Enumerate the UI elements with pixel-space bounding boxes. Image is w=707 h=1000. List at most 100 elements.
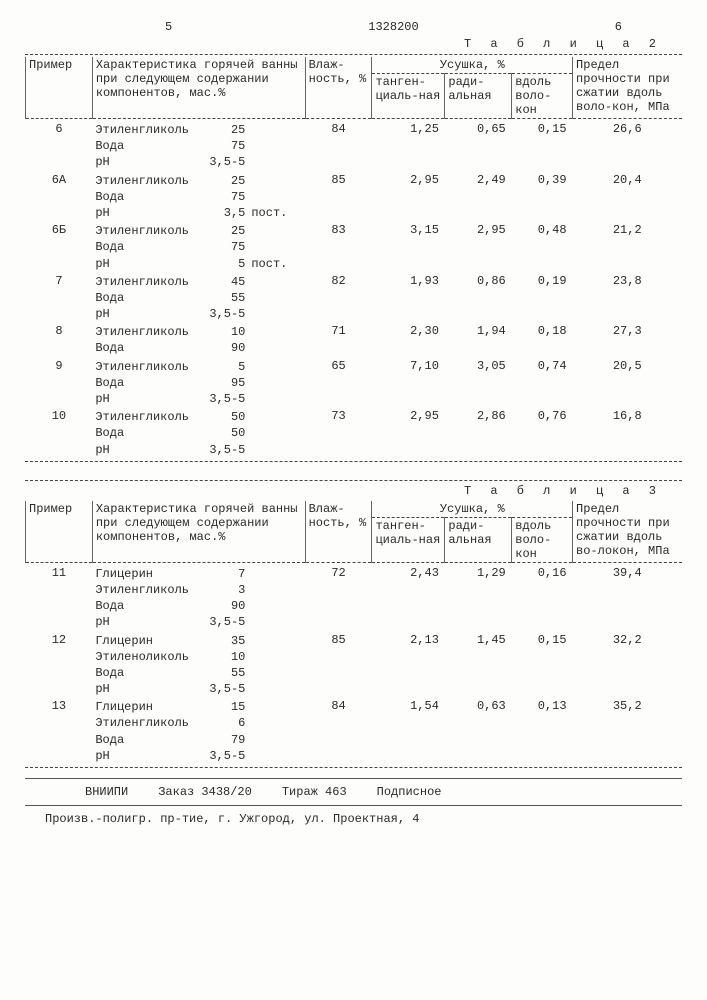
cell-strength: 35,2 — [573, 698, 682, 765]
component-note — [245, 189, 251, 205]
cell-composition: Этиленгликоль 25 Вода 75 pH 3,5-5 — [92, 121, 305, 172]
component-note — [245, 290, 251, 306]
composition-row: Этиленгликоль 5 — [95, 359, 302, 375]
divider — [25, 767, 682, 768]
component-note — [245, 391, 251, 407]
table-row: 6А Этиленгликоль 25 Вода 75 pH 3,5 пост.… — [26, 172, 683, 223]
component-value: 10 — [190, 324, 245, 340]
composition-row: Этиленоликоль 10 — [95, 649, 302, 665]
cell-u-along: 0,15 — [512, 121, 573, 172]
component-name: Вода — [95, 665, 190, 681]
page-col-left: 5 — [165, 20, 172, 34]
component-value: 45 — [190, 274, 245, 290]
cell-strength: 32,2 — [573, 632, 682, 699]
col-example: Пример — [26, 501, 93, 563]
component-value: 3,5-5 — [190, 154, 245, 170]
component-note — [245, 665, 251, 681]
component-value: 25 — [190, 223, 245, 239]
component-name: Вода — [95, 732, 190, 748]
component-value: 7 — [190, 566, 245, 582]
composition-row: Глицерин 15 — [95, 699, 302, 715]
component-name: Этиленгликоль — [95, 274, 190, 290]
component-note — [245, 582, 251, 598]
cell-u-along: 0,18 — [512, 323, 573, 357]
component-value: 90 — [190, 598, 245, 614]
cell-u-tangential: 2,43 — [372, 565, 445, 632]
composition-row: pH 3,5-5 — [95, 614, 302, 630]
composition-row: pH 3,5-5 — [95, 154, 302, 170]
cell-u-along: 0,15 — [512, 632, 573, 699]
component-name: Этиленгликоль — [95, 173, 190, 189]
cell-composition: Этиленгликоль 10 Вода 90 — [92, 323, 305, 357]
cell-example: 6Б — [26, 222, 93, 273]
cell-u-radial: 0,86 — [445, 273, 512, 324]
composition-row: pH 3,5-5 — [95, 681, 302, 697]
composition-row: Этиленгликоль 25 — [95, 223, 302, 239]
composition-row: Этиленгликоль 45 — [95, 274, 302, 290]
cell-u-radial: 3,05 — [445, 358, 512, 409]
component-name: pH — [95, 748, 190, 764]
cell-u-along: 0,13 — [512, 698, 573, 765]
component-name: Глицерин — [95, 566, 190, 582]
cell-u-radial: 1,29 — [445, 565, 512, 632]
col-shrinkage: Усушка, % — [372, 57, 573, 74]
cell-u-tangential: 1,93 — [372, 273, 445, 324]
component-name: Этиленгликоль — [95, 223, 190, 239]
col-characteristic: Характеристика горячей ванны при следующ… — [92, 57, 305, 119]
table-row: 11 Глицерин 7 Этиленгликоль 3 Вода 90 pH… — [26, 565, 683, 632]
component-value: 5 — [190, 359, 245, 375]
cell-example: 12 — [26, 632, 93, 699]
component-value: 79 — [190, 732, 245, 748]
component-note — [245, 375, 251, 391]
divider — [25, 480, 682, 481]
component-name: Глицерин — [95, 699, 190, 715]
component-value: 3,5-5 — [190, 681, 245, 697]
component-value: 75 — [190, 239, 245, 255]
col-tangential: танген-циаль-ная — [372, 74, 445, 119]
cell-example: 9 — [26, 358, 93, 409]
cell-composition: Этиленгликоль 25 Вода 75 pH 3,5 пост. — [92, 172, 305, 223]
component-name: Этиленгликоль — [95, 409, 190, 425]
component-value: 3,5-5 — [190, 391, 245, 407]
composition-row: pH 3,5-5 — [95, 748, 302, 764]
cell-composition: Этиленгликоль 45 Вода 55 pH 3,5-5 — [92, 273, 305, 324]
col-radial: ради-альная — [445, 517, 512, 562]
cell-u-along: 0,16 — [512, 565, 573, 632]
component-note — [245, 340, 251, 356]
component-name: Глицерин — [95, 633, 190, 649]
component-note — [245, 566, 251, 582]
composition-row: Глицерин 7 — [95, 566, 302, 582]
composition-row: Вода 75 — [95, 239, 302, 255]
composition-block: Этиленгликоль 25 Вода 75 pH 3,5 пост. — [95, 173, 302, 222]
composition-row: Этиленгликоль 25 — [95, 173, 302, 189]
col-strength: Предел прочности при сжатии вдоль во-лок… — [573, 501, 682, 563]
component-note — [245, 681, 251, 697]
component-value: 6 — [190, 715, 245, 731]
component-note — [245, 359, 251, 375]
cell-moisture: 72 — [305, 565, 372, 632]
footer-org: ВНИИПИ — [85, 785, 128, 799]
component-note — [245, 239, 251, 255]
component-value: 10 — [190, 649, 245, 665]
component-value: 55 — [190, 290, 245, 306]
divider — [25, 54, 682, 55]
col-shrinkage: Усушка, % — [372, 501, 573, 518]
composition-row: Вода 75 — [95, 189, 302, 205]
composition-block: Этиленгликоль 25 Вода 75 pH 5 пост. — [95, 223, 302, 272]
component-name: pH — [95, 306, 190, 322]
col-moisture: Влаж-ность, % — [305, 501, 372, 563]
composition-block: Глицерин 15 Этиленгликоль 6 Вода 79 pH 3… — [95, 699, 302, 764]
component-note — [245, 442, 251, 458]
table-row: 6Б Этиленгликоль 25 Вода 75 pH 5 пост. 8… — [26, 222, 683, 273]
composition-row: Этиленгликоль 25 — [95, 122, 302, 138]
cell-strength: 23,8 — [573, 273, 682, 324]
footer: ВНИИПИ Заказ 3438/20 Тираж 463 Подписное… — [25, 778, 682, 826]
table2: Пример Характеристика горячей ванны при … — [25, 57, 682, 459]
composition-block: Этиленгликоль 50 Вода 50 pH 3,5-5 — [95, 409, 302, 458]
component-name: Вода — [95, 290, 190, 306]
cell-u-tangential: 2,95 — [372, 172, 445, 223]
composition-row: Вода 90 — [95, 340, 302, 356]
table-row: 6 Этиленгликоль 25 Вода 75 pH 3,5-5 84 1… — [26, 121, 683, 172]
footer-order: Заказ 3438/20 — [158, 785, 252, 799]
divider — [25, 461, 682, 462]
